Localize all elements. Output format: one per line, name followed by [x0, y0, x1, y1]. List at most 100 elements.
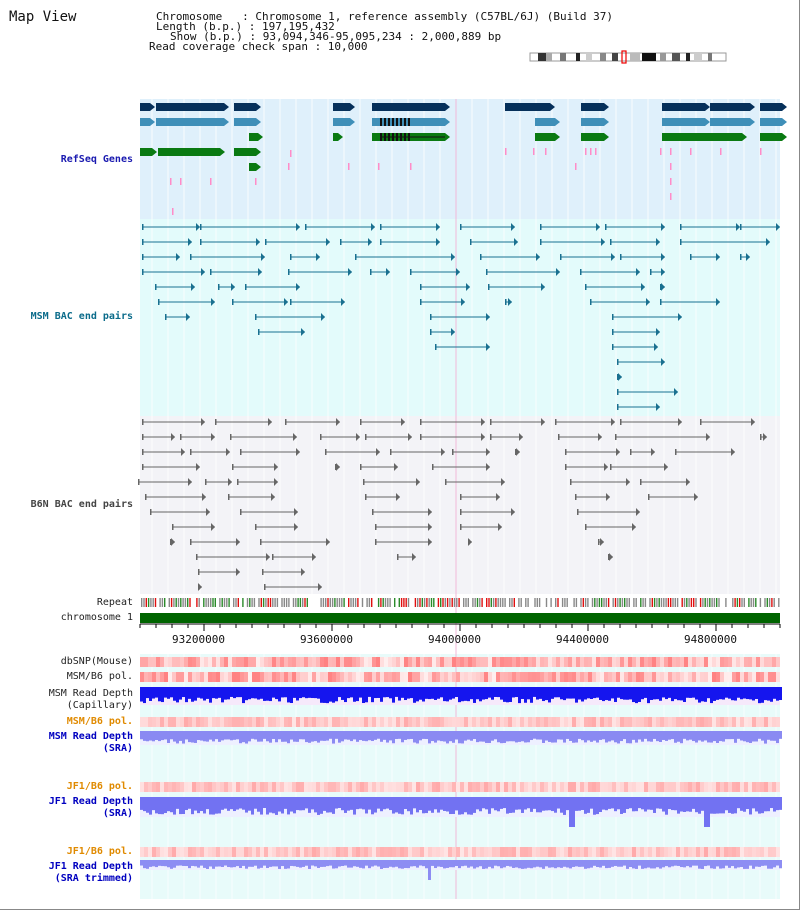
- jf1-depth-sra-label[interactable]: JF1 Read Depth: [48, 796, 133, 807]
- polymorphism-heat-cell: [444, 672, 448, 682]
- polymorphism-heat-cell: [712, 717, 716, 727]
- gene-strand-arrow: [350, 103, 355, 111]
- polymorphism-heat-cell: [720, 672, 724, 682]
- read-depth-bar: [179, 860, 182, 866]
- msm-b6-pol-label[interactable]: MSM/B6 pol.: [66, 671, 133, 682]
- repeat-mark: [180, 598, 182, 607]
- msm-depth-capillary-label[interactable]: MSM Read Depth: [48, 688, 133, 699]
- bac-end-mark: [230, 434, 232, 440]
- repeat-mark: [676, 598, 679, 607]
- polymorphism-heat-cell: [552, 782, 556, 792]
- read-depth-bar: [419, 797, 422, 810]
- read-depth-bar: [605, 797, 608, 811]
- read-depth-bar: [740, 731, 743, 741]
- polymorphism-heat-cell: [184, 657, 188, 667]
- repeat-label: Repeat: [96, 597, 133, 608]
- dbsnp-label[interactable]: dbSNP(Mouse): [60, 656, 133, 667]
- gene-exon: [158, 148, 220, 156]
- read-depth-bar: [227, 797, 230, 811]
- repeat-mark: [150, 598, 152, 607]
- read-depth-bar: [407, 731, 410, 740]
- read-depth-bar: [416, 731, 419, 744]
- read-depth-bar: [551, 797, 554, 812]
- refseq-genes-label[interactable]: RefSeq Genes: [60, 154, 133, 165]
- read-depth-bar: [146, 687, 149, 699]
- polymorphism-heat-cell: [620, 717, 624, 727]
- read-depth-bar: [287, 687, 290, 703]
- read-depth-bar: [554, 860, 557, 869]
- read-depth-bar: [284, 731, 287, 742]
- polymorphism-heat-cell: [416, 782, 420, 792]
- polymorphism-heat-cell: [632, 782, 636, 792]
- bac-end-arrow: [202, 493, 206, 501]
- bac-end-arrow: [296, 448, 300, 456]
- gene-exon: [234, 118, 256, 126]
- read-depth-bar: [734, 797, 737, 814]
- read-depth-bar: [422, 860, 425, 867]
- read-depth-bar: [446, 797, 449, 812]
- bac-end-mark: [420, 419, 422, 425]
- polymorphism-heat-cell: [760, 672, 764, 682]
- read-depth-bar: [434, 860, 437, 869]
- msm-bac-label[interactable]: MSM BAC end pairs: [30, 311, 133, 322]
- bac-end-arrow: [336, 463, 340, 471]
- read-depth-bar: [770, 860, 773, 869]
- polymorphism-heat-cell: [552, 717, 556, 727]
- read-depth-bar: [407, 860, 410, 869]
- repeat-mark: [368, 598, 371, 607]
- polymorphism-heat-cell: [520, 847, 524, 857]
- read-depth-bar: [476, 860, 479, 868]
- polymorphism-heat-cell: [736, 672, 740, 682]
- repeat-mark: [456, 598, 458, 607]
- read-depth-bar: [434, 797, 437, 810]
- polymorphism-heat-cell: [292, 847, 296, 857]
- jf1-b6-pol-label[interactable]: JF1/B6 pol.: [66, 781, 133, 792]
- read-depth-bar: [461, 731, 464, 744]
- chromosome-bar: [140, 613, 780, 623]
- read-depth-bar: [317, 687, 320, 699]
- read-depth-bar: [305, 797, 308, 809]
- read-depth-bar: [416, 797, 419, 813]
- repeat-mark: [184, 598, 187, 607]
- polymorphism-heat-cell: [204, 782, 208, 792]
- jf1-b6-pol-2-label[interactable]: JF1/B6 pol.: [66, 846, 133, 857]
- read-depth-bar: [371, 860, 374, 867]
- repeat-mark: [651, 598, 653, 607]
- read-depth-bar: [500, 687, 503, 700]
- read-depth-bar: [632, 860, 635, 869]
- polymorphism-heat-cell: [220, 782, 224, 792]
- read-depth-bar: [206, 731, 209, 742]
- read-depth-bar: [140, 731, 143, 740]
- msm-b6-pol-sra-label[interactable]: MSM/B6 pol.: [66, 716, 133, 727]
- read-depth-bar: [566, 731, 569, 739]
- bac-end-mark: [470, 239, 472, 245]
- polymorphism-heat-cell: [544, 717, 548, 727]
- read-depth-bar: [365, 687, 368, 703]
- read-depth-bar: [572, 687, 575, 699]
- repeat-mark: [709, 598, 711, 607]
- read-depth-bar: [443, 687, 446, 702]
- msm-depth-sra-label[interactable]: MSM Read Depth: [48, 731, 133, 742]
- polymorphism-heat-cell: [276, 782, 280, 792]
- polymorphism-heat-cell: [480, 657, 484, 667]
- polymorphism-heat-cell: [764, 657, 768, 667]
- read-depth-bar: [554, 731, 557, 743]
- jf1-depth-trimmed-label[interactable]: JF1 Read Depth: [48, 861, 133, 872]
- polymorphism-heat-cell: [356, 847, 360, 857]
- read-depth-bar: [269, 860, 272, 867]
- polymorphism-heat-cell: [436, 782, 440, 792]
- bac-end-mark: [432, 464, 434, 470]
- chromosome-ideogram[interactable]: [0, 0, 800, 70]
- read-depth-bar: [413, 687, 416, 703]
- repeat-mark: [476, 598, 479, 607]
- read-depth-bar: [500, 797, 503, 809]
- polymorphism-heat-cell: [572, 657, 576, 667]
- polymorphism-heat-cell: [496, 782, 500, 792]
- b6n-bac-label[interactable]: B6N BAC end pairs: [30, 499, 133, 510]
- repeat-mark: [322, 598, 325, 607]
- polymorphism-heat-cell: [528, 672, 532, 682]
- bac-end-mark: [430, 329, 432, 335]
- read-depth-bar: [422, 731, 425, 739]
- polymorphism-heat-cell: [452, 672, 456, 682]
